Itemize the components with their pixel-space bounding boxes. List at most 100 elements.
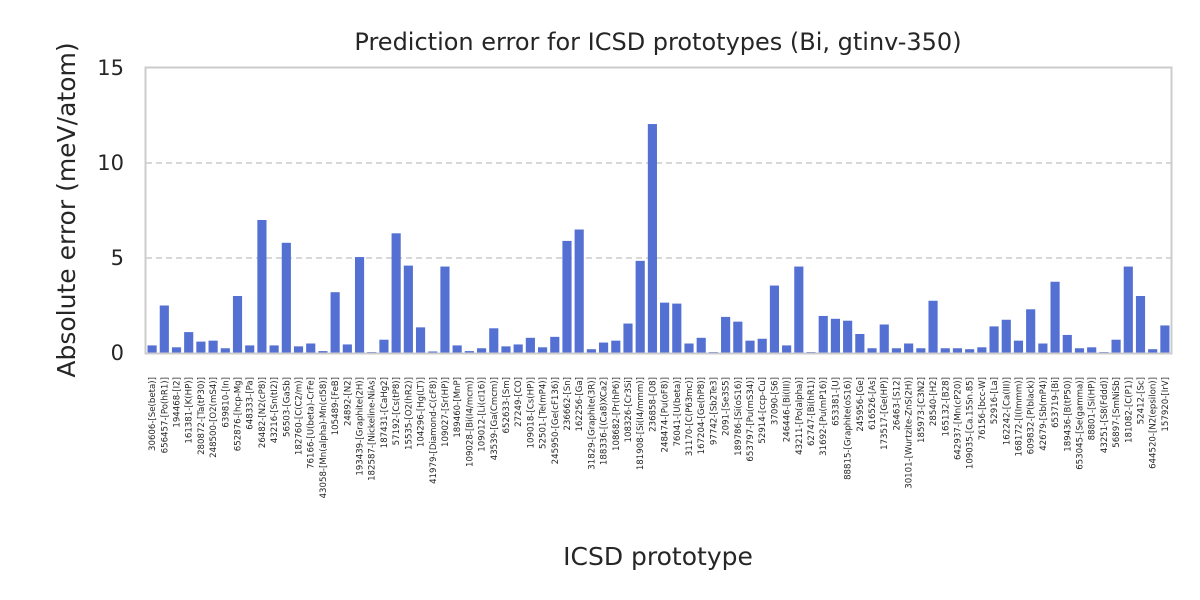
bar	[989, 326, 999, 353]
x-tick-label: 15535-[O2(hR2)]	[404, 377, 414, 450]
x-tick-label: 104296-[Hg(LT)]	[417, 377, 427, 447]
bar	[538, 347, 548, 353]
bar	[342, 344, 352, 353]
bar	[599, 342, 609, 353]
x-tick-label: 173517-[Ge(HP)]	[880, 377, 890, 450]
x-tick-label: 648333-[Pa]	[246, 377, 256, 430]
x-tick-label: 109012-[Li(cI16)]	[478, 377, 488, 452]
x-tick-label: 43058-[Mn(alpha)-Mn(cI58)]	[319, 377, 329, 498]
bar	[794, 266, 804, 353]
bar	[562, 240, 572, 353]
x-tick-label: 88801-[Si(HP)]	[1088, 377, 1098, 440]
x-tick-label: 609832-[P(black)]	[1027, 377, 1037, 454]
bar	[403, 265, 413, 353]
x-tick-label: 24892-[N2]	[343, 377, 353, 426]
x-tick-label: 108326-[Cr3Si]	[624, 377, 634, 442]
y-tick-labels: 0 5 10 15	[97, 56, 124, 365]
x-tick-label: 653797-[Pu(mS34)]	[746, 377, 756, 462]
y-tick-label: 5	[111, 246, 124, 270]
bar	[1026, 309, 1036, 353]
x-tick-label: 280872-[Ta(tP30)]	[197, 377, 207, 455]
x-tick-label: 30606-[Se(beta)]	[148, 377, 158, 451]
bar	[843, 320, 853, 353]
bar	[147, 345, 157, 353]
x-tick-label: 52916-[La]	[990, 377, 1000, 424]
x-tick-label: 43216-[Sn(tI2)]	[270, 377, 280, 443]
bar	[647, 124, 657, 353]
x-tick-label: 43251-[S8(Fddd)]	[1100, 377, 1110, 453]
x-tick-label: 642937-[Mn(cP20)]	[953, 377, 963, 460]
bar	[525, 337, 535, 353]
x-tick-label: 616526-[As]	[868, 377, 878, 430]
bar	[281, 242, 291, 353]
x-tick-label: 652876-[hcp-Mg]	[234, 377, 244, 451]
x-tick-labels: 30606-[Se(beta)] 656457-[Po(hR1)] 194468-[…	[148, 377, 1171, 498]
x-tick-label: 656457-[Po(hR1)]	[160, 377, 170, 453]
bar	[952, 348, 963, 353]
x-tick-label: 188336-[(Ca8)XCa2]	[600, 377, 610, 465]
bar	[1087, 347, 1097, 353]
chart-title: Prediction error for ICSD prototypes (Bi…	[354, 28, 961, 56]
bar	[1160, 325, 1170, 353]
x-tick-label: 161381-[K(HP)]	[185, 377, 195, 444]
bar	[464, 351, 474, 353]
plot-frame	[144, 66, 1173, 355]
x-tick-label: 56897-[SmNiSb]	[1112, 377, 1122, 448]
bar	[635, 260, 645, 353]
bar	[904, 343, 914, 353]
bar	[1013, 340, 1024, 353]
x-tick-label: 165132-[B28]	[941, 377, 951, 436]
x-tick-label: 76166-[U(beta)-CrFe]	[307, 377, 317, 469]
x-tick-label: 639810-[In]	[221, 377, 231, 428]
x-tick-label: 653045-[Se(gamma)]	[1075, 377, 1085, 470]
x-tick-label: 108682-[Pr(hP6)]	[612, 377, 622, 451]
x-tick-label: 187431-[CaHg2]	[380, 377, 390, 448]
x-tick-label: 31692-[Pu(mP16)]	[819, 377, 829, 456]
bar	[513, 344, 523, 353]
x-tick-label: 182760-[C(C2/m)]	[295, 377, 305, 455]
x-tick-label: 109035-[Ca.15Sn.85]	[966, 377, 976, 469]
x-tick-label: 182587-[Nickeline-NiAs]	[368, 377, 378, 481]
bar	[672, 303, 682, 353]
bar	[196, 341, 206, 353]
x-tick-label: 31170-[C(P63mc)]	[685, 377, 695, 456]
x-tick-label: 26463-[S12]	[892, 377, 902, 431]
bar	[782, 345, 792, 353]
bar	[1111, 339, 1121, 353]
x-tick-label: 109028-[Bi(I4/mcm)]	[465, 377, 475, 467]
x-tick-label: 43539-[Ga(Cmcm)]	[490, 377, 500, 460]
x-tick-label: 37090-[S6]	[770, 377, 780, 425]
bar	[159, 305, 169, 353]
x-tick-label: 189786-[Si(oS16)]	[734, 377, 744, 456]
bar	[586, 349, 596, 353]
x-tick-label: 27249-[CO]	[514, 377, 524, 427]
bar	[501, 346, 511, 353]
bar	[293, 346, 304, 353]
bar	[611, 340, 621, 353]
x-tick-label: 109027-[Sr(HP)]	[441, 377, 451, 447]
bar	[220, 348, 230, 353]
x-tick-label: 653381-[U]	[831, 377, 841, 426]
bar	[757, 338, 767, 353]
x-tick-label: 653719-[Bi]	[1051, 377, 1061, 428]
bar	[769, 285, 779, 353]
bar	[830, 318, 841, 353]
x-tick-label: 189460-[MnP]	[453, 377, 463, 438]
bar	[1123, 266, 1133, 353]
bar	[855, 334, 865, 353]
bar	[440, 266, 450, 353]
bar	[1001, 319, 1011, 353]
bar	[879, 324, 889, 353]
x-tick-label: 236662-[Sn]	[563, 377, 573, 431]
bar	[1050, 281, 1060, 353]
bar	[745, 340, 755, 353]
x-tick-label: 109018-[Cs(HP)]	[526, 377, 536, 448]
x-tick-label: 157920-[IrV]	[1161, 377, 1171, 432]
y-tick-label: 10	[97, 151, 124, 175]
bar	[965, 349, 975, 353]
x-tick-label: 28540-[H2]	[929, 377, 939, 426]
bar	[1135, 296, 1146, 353]
bar	[232, 296, 243, 353]
x-tick-label: 162242-[Ca(III)]	[1002, 377, 1012, 445]
